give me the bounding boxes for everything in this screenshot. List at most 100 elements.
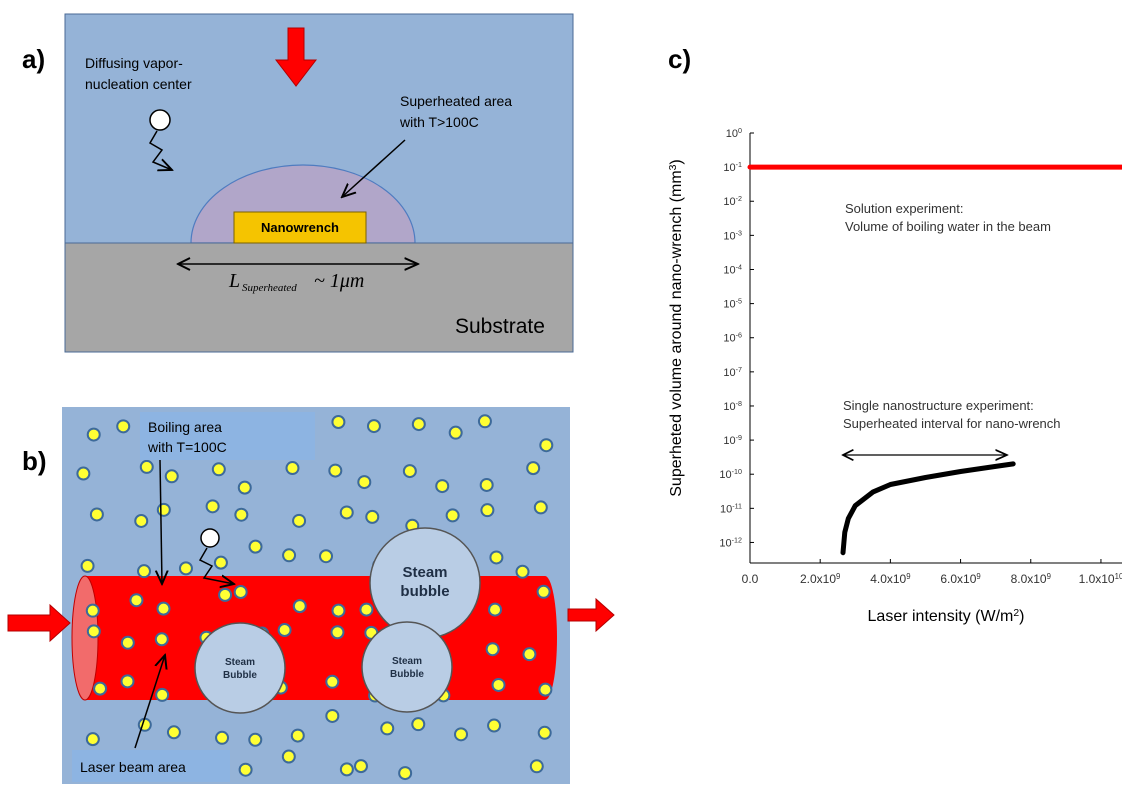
panel-label: c) [668, 44, 691, 74]
y-tick-label: 10-6 [723, 332, 742, 345]
droplet [488, 720, 500, 732]
y-tick-label: 10-1 [723, 161, 742, 174]
x-tick-label: 6.0x109 [940, 572, 980, 587]
droplet [283, 549, 295, 561]
figure: a) Diffusing vapor- nucleation center Su… [0, 0, 1122, 785]
droplet [539, 727, 551, 739]
droplet [77, 468, 89, 480]
chart: c) 10010-110-210-310-410-510-610-710-810… [668, 44, 1122, 625]
annotation: Single nanostructure experiment: [843, 398, 1034, 413]
droplet [117, 420, 129, 432]
bubble-label: Steam [392, 656, 422, 667]
droplet [207, 500, 219, 512]
droplet [329, 465, 341, 477]
label: Laser beam area [80, 759, 186, 775]
laser-in-arrow [8, 605, 70, 641]
y-tick-label: 10-8 [723, 400, 742, 413]
y-tick-label: 10-5 [723, 298, 742, 311]
droplet [168, 726, 180, 738]
droplet [493, 679, 505, 691]
y-tick-label: 10-12 [719, 536, 742, 549]
y-tick-label: 10-10 [719, 468, 742, 481]
droplet [332, 605, 344, 617]
droplet [158, 603, 170, 615]
droplet [135, 515, 147, 527]
droplet [88, 429, 100, 441]
droplet [399, 767, 411, 779]
droplet [341, 763, 353, 775]
droplet [166, 470, 178, 482]
label: Diffusing vapor- [85, 55, 183, 71]
droplet [122, 675, 134, 687]
droplet [487, 643, 499, 655]
droplet [366, 511, 378, 523]
vapor-nucleus [201, 529, 219, 547]
droplet [156, 689, 168, 701]
droplet [436, 480, 448, 492]
y-axis-label: Superheted volume around nano-wrench (mm… [668, 159, 686, 497]
droplet [326, 676, 338, 688]
droplet [279, 624, 291, 636]
droplet [523, 648, 535, 660]
droplet [455, 728, 467, 740]
droplet [94, 683, 106, 695]
droplet [539, 684, 551, 696]
droplet [481, 479, 493, 491]
droplet [326, 710, 338, 722]
droplet [360, 604, 372, 616]
substrate-label: Substrate [455, 315, 545, 338]
x-tick-label: 4.0x109 [870, 572, 910, 587]
droplet [122, 637, 134, 649]
droplet [286, 462, 298, 474]
panel-b: Steam bubble Steam Bubble Steam Bubble B… [8, 407, 614, 784]
droplet [87, 605, 99, 617]
droplet [489, 604, 501, 616]
x-axis-label: Laser intensity (W/m2) [868, 608, 1025, 626]
droplet [294, 600, 306, 612]
droplet [240, 764, 252, 776]
series-line [843, 464, 1013, 553]
y-tick-label: 10-11 [720, 502, 742, 515]
droplet [413, 418, 425, 430]
droplet [535, 501, 547, 513]
panel-label: a) [22, 44, 45, 74]
label: with T>100C [399, 114, 479, 130]
droplet [481, 504, 493, 516]
droplet [250, 541, 262, 553]
droplet [235, 586, 247, 598]
y-tick-label: 10-4 [723, 263, 742, 276]
label: Boiling area [148, 419, 222, 435]
length-value: ~ 1μm [314, 270, 364, 292]
droplet [235, 509, 247, 521]
y-tick-label: 10-3 [723, 229, 742, 242]
x-tick-label: 2.0x109 [800, 572, 840, 587]
bubble-label: Bubble [390, 669, 424, 680]
x-tick-label: 0.0 [742, 572, 759, 586]
panel-label: b) [22, 446, 47, 476]
bubble-label: bubble [400, 583, 449, 600]
droplet [91, 508, 103, 520]
vapor-nucleus [150, 110, 170, 130]
droplet [320, 550, 332, 562]
label: nucleation center [85, 76, 192, 92]
laser-out-arrow [568, 599, 614, 631]
y-tick-label: 100 [726, 127, 742, 140]
droplet [130, 594, 142, 606]
droplet [213, 463, 225, 475]
droplet [216, 732, 228, 744]
bubble-label: Steam [225, 657, 255, 668]
length-subscript: Superheated [242, 282, 297, 294]
droplet [450, 427, 462, 439]
droplet [87, 733, 99, 745]
droplet [82, 560, 94, 572]
droplet [447, 509, 459, 521]
x-tick-label: 8.0x109 [1011, 572, 1051, 587]
droplet [412, 718, 424, 730]
droplet [141, 461, 153, 473]
label: Superheated area [400, 93, 512, 109]
droplet [527, 462, 539, 474]
droplet [517, 566, 529, 578]
x-tick-label: 1.0x1010 [1079, 572, 1122, 587]
droplet [293, 515, 305, 527]
droplet [341, 506, 353, 518]
